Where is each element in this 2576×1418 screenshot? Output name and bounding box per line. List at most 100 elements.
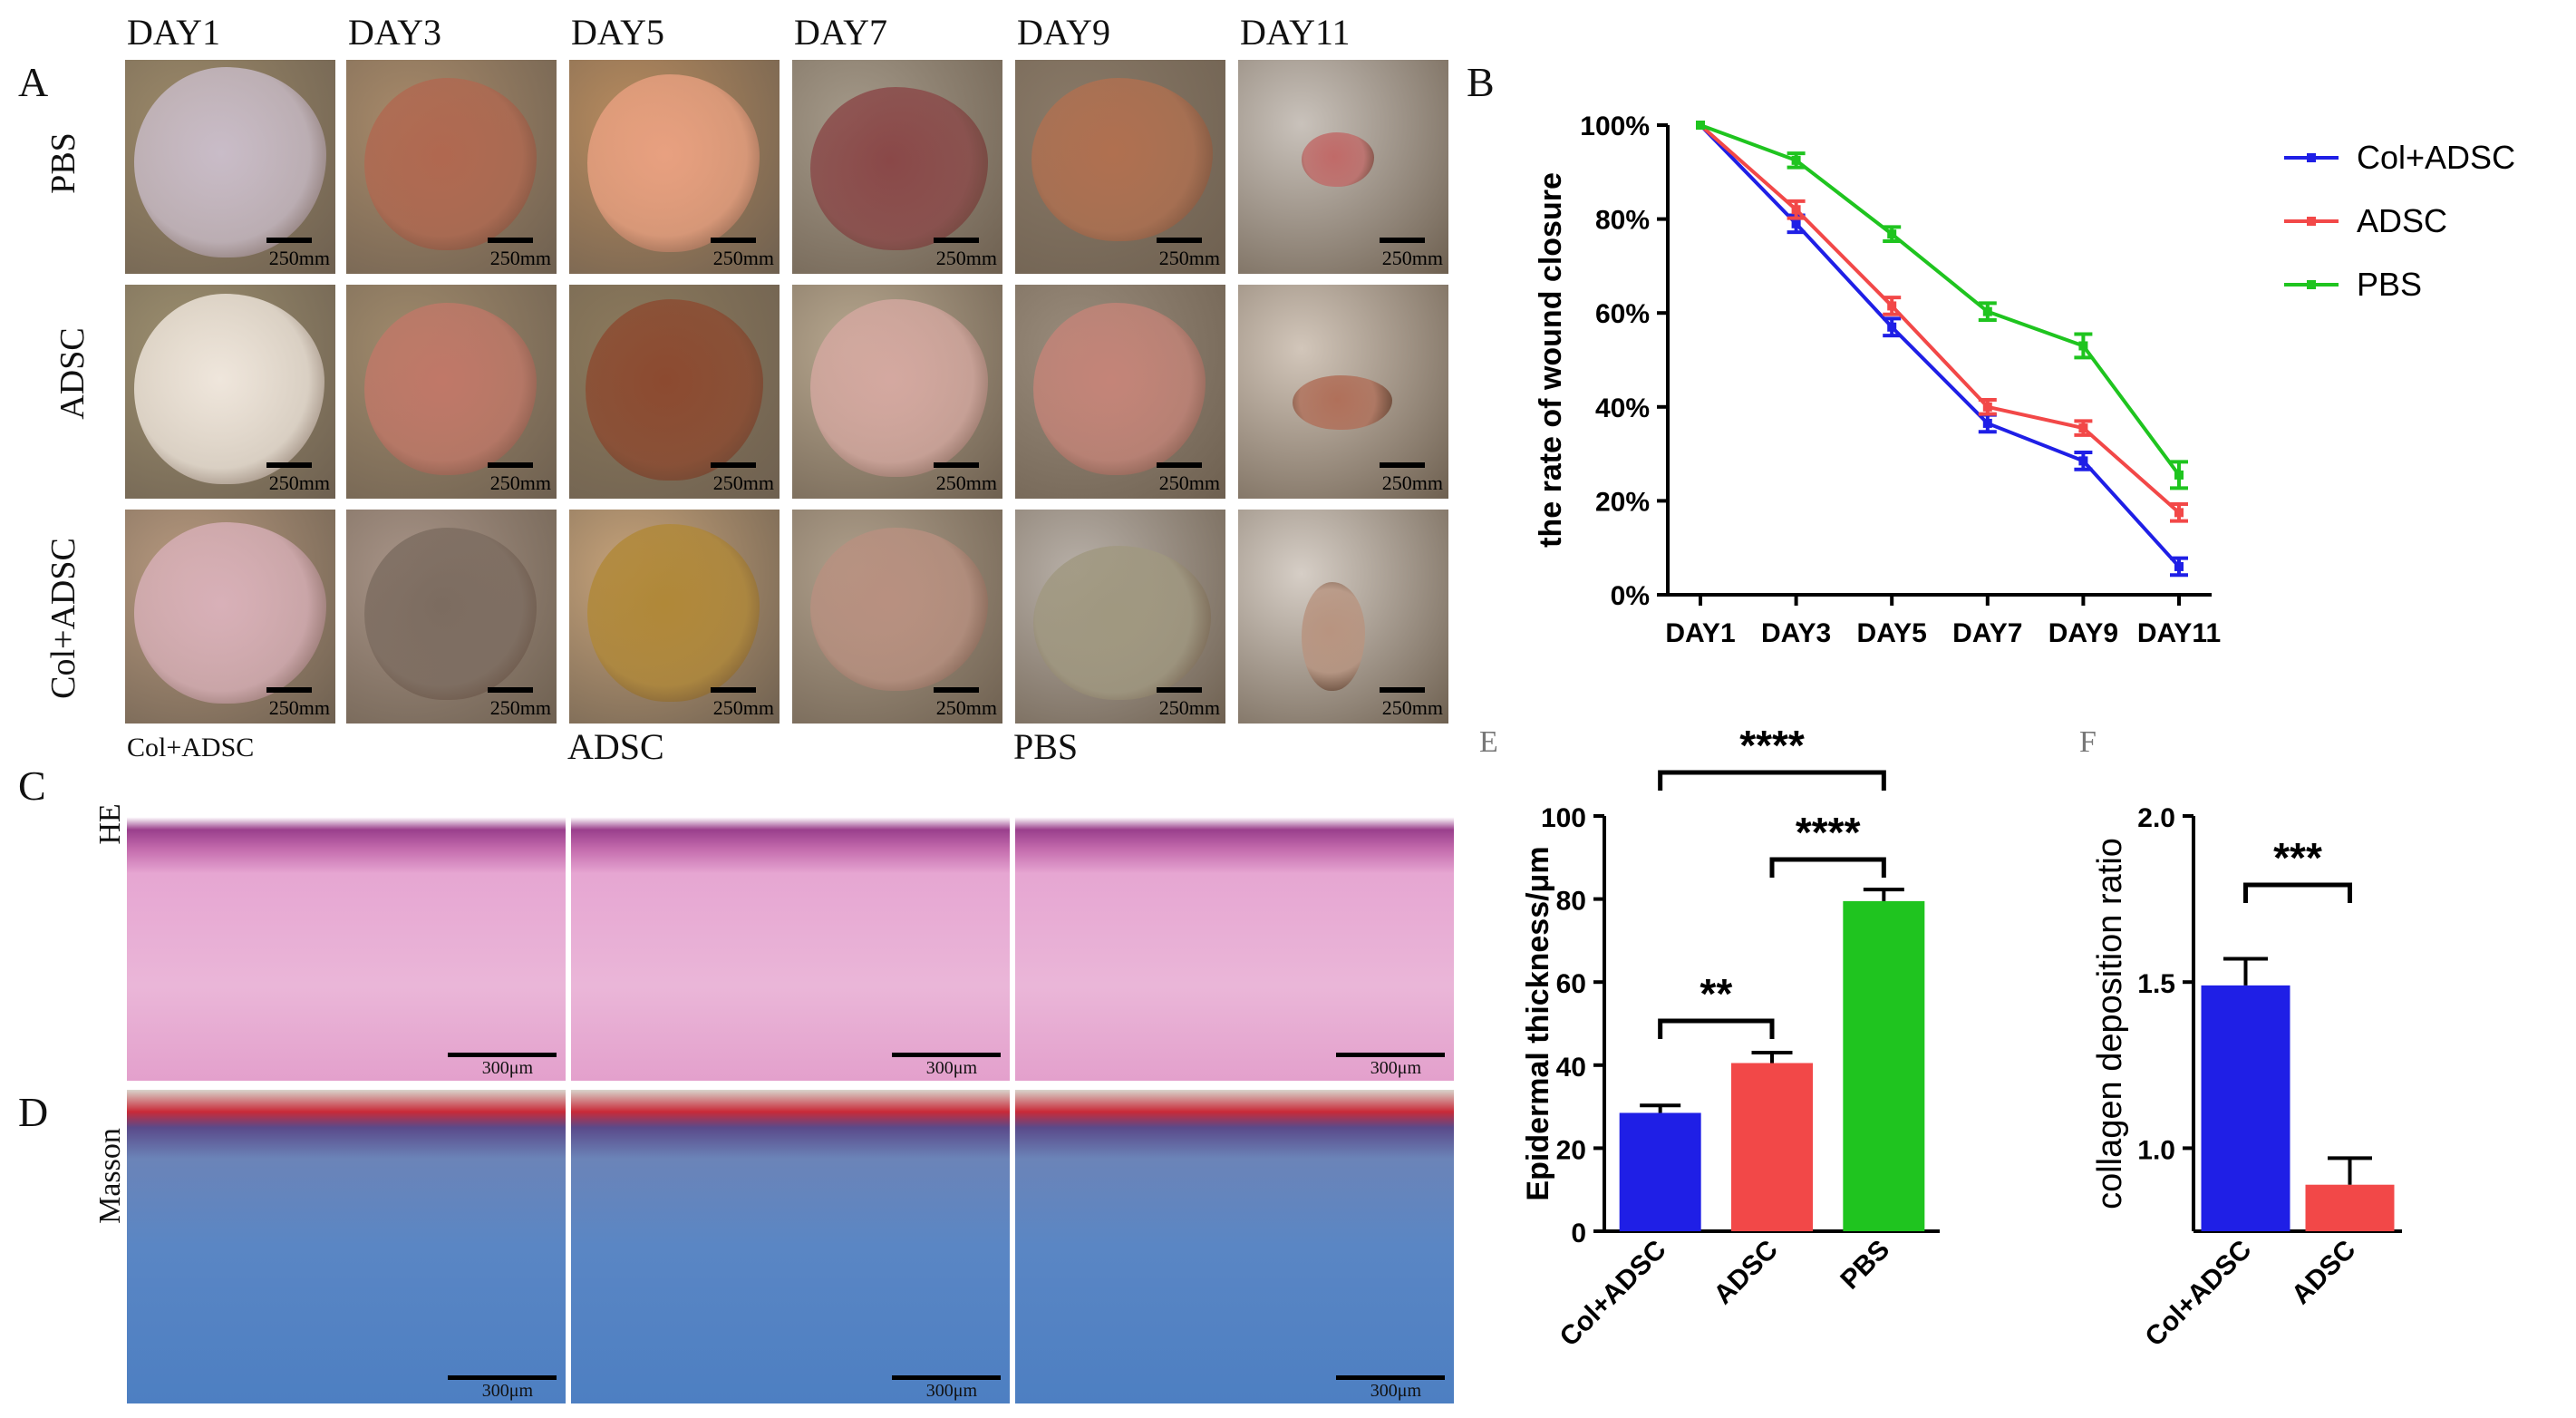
significance-label: *** (2273, 834, 2322, 881)
bar-group: ADSC (1709, 1051, 1813, 1310)
wound-photo: 250mm (569, 60, 780, 274)
panel-letter-e: E (1479, 725, 1498, 759)
wound-photo: 250mm (346, 285, 557, 499)
legend-label: ADSC (2357, 202, 2447, 239)
scale-bar (1336, 1375, 1445, 1380)
scale-bar (934, 687, 979, 693)
data-point (2078, 341, 2088, 351)
data-point (1887, 229, 1897, 239)
y-tick-label: 100% (1580, 112, 1650, 141)
scale-label: 250mm (935, 471, 997, 494)
day-label: DAY1 (127, 12, 220, 53)
x-tick-label: DAY3 (1761, 618, 1831, 648)
bar (1619, 1112, 1701, 1231)
wound-photo: 250mm (125, 60, 335, 274)
data-point (1982, 306, 1992, 316)
scale-bar (488, 687, 533, 693)
legend-marker (2307, 153, 2316, 162)
y-tick-label: 60% (1595, 299, 1650, 329)
day-label: DAY9 (1017, 12, 1110, 53)
data-point (1887, 322, 1897, 332)
scale-bar (934, 238, 979, 243)
day-label: DAY11 (1240, 12, 1351, 53)
scale-bar (1157, 687, 1202, 693)
wound-photo: 250mm (1015, 285, 1225, 499)
scale-label: 250mm (935, 247, 997, 269)
data-point (1791, 219, 1801, 228)
histology-column-label: ADSC (567, 726, 664, 767)
wound-area (587, 74, 760, 252)
wound-photo: 250mm (1238, 510, 1448, 724)
legend-marker (2307, 280, 2316, 289)
panel-letter-a: A (18, 59, 49, 105)
legend-marker (2307, 217, 2316, 226)
scale-bar (1157, 238, 1202, 243)
wound-photo: 250mm (346, 60, 557, 274)
bracket-line (1769, 857, 1886, 878)
y-tick-label: 60 (1556, 969, 1586, 999)
scale-bar (1157, 462, 1202, 468)
scale-bar (1380, 238, 1425, 243)
wound-photo: 250mm (569, 285, 780, 499)
y-axis-label: the rate of wound closure (1534, 172, 1568, 548)
data-point (1887, 301, 1897, 311)
wound-photo: 250mm (569, 510, 780, 724)
wound-area (1031, 78, 1213, 241)
day-label: DAY5 (571, 12, 664, 53)
wound-area (810, 87, 988, 250)
bar-group: PBS (1835, 888, 1925, 1296)
scale-bar (488, 462, 533, 468)
bracket-line (1658, 770, 1886, 791)
epidermal-thickness-bar-chart: 0 20 40 60 80 100 Epidermal thickness/μm Col+AD… (1521, 725, 1940, 1353)
x-tick-label: DAY1 (1665, 618, 1735, 648)
data-point (2078, 423, 2088, 433)
significance-label: ** (1700, 970, 1732, 1017)
scale-label: 250mm (935, 696, 997, 719)
significance-bracket: ** (1658, 970, 1775, 1039)
scale-bar (266, 462, 312, 468)
scale-label: 250mm (489, 247, 551, 269)
x-tick-label: DAY11 (2137, 618, 2221, 648)
y-tick-label: 80 (1556, 887, 1586, 917)
y-tick-label: 1.0 (2137, 1135, 2175, 1165)
y-tick-label: 2.0 (2137, 803, 2175, 833)
data-point (2174, 561, 2184, 571)
scale-label: 250mm (1381, 471, 1443, 494)
y-tick-label: 0 (1571, 1219, 1586, 1248)
he-stain-image: 300μm (1015, 767, 1454, 1081)
data-point (1791, 205, 1801, 215)
wound-photo: 250mm (125, 285, 335, 499)
data-point (2078, 456, 2088, 466)
row-label-pbs: PBS (44, 132, 82, 194)
data-point (1982, 402, 1992, 412)
panel-letter-d: D (18, 1089, 49, 1135)
scale-bar (934, 462, 979, 468)
data-point (1696, 121, 1705, 130)
wound-area (364, 303, 537, 475)
y-axis-label: collagen deposition ratio (2091, 838, 2129, 1209)
series-line (1699, 123, 2181, 514)
x-tick-label: Col+ADSC (1554, 1235, 1672, 1353)
y-tick-label: 0% (1611, 581, 1650, 611)
wound-photo: 250mm (792, 510, 1002, 724)
x-tick-label: Col+ADSC (2139, 1235, 2257, 1353)
scale-bar (1380, 687, 1425, 693)
significance-bracket: **** (1658, 725, 1886, 791)
wound-photo: 250mm (125, 510, 335, 724)
scale-label: 250mm (1158, 696, 1220, 719)
series-adsc (1696, 121, 2188, 523)
y-tick-label: 100 (1541, 803, 1586, 833)
scale-bar (266, 687, 312, 693)
legend-label: Col+ADSC (2357, 139, 2515, 176)
wound-photo: 250mm (1238, 60, 1448, 274)
x-tick-label: DAY9 (2048, 618, 2118, 648)
series-line (1699, 123, 2181, 568)
scale-bar (1336, 1053, 1445, 1057)
scale-label: 250mm (712, 471, 774, 494)
scale-bar (1380, 462, 1425, 468)
wound-photo: 250mm (792, 285, 1002, 499)
panel-letter-c: C (18, 762, 46, 809)
scale-label: 250mm (712, 247, 774, 269)
scale-label: 250mm (1381, 696, 1443, 719)
